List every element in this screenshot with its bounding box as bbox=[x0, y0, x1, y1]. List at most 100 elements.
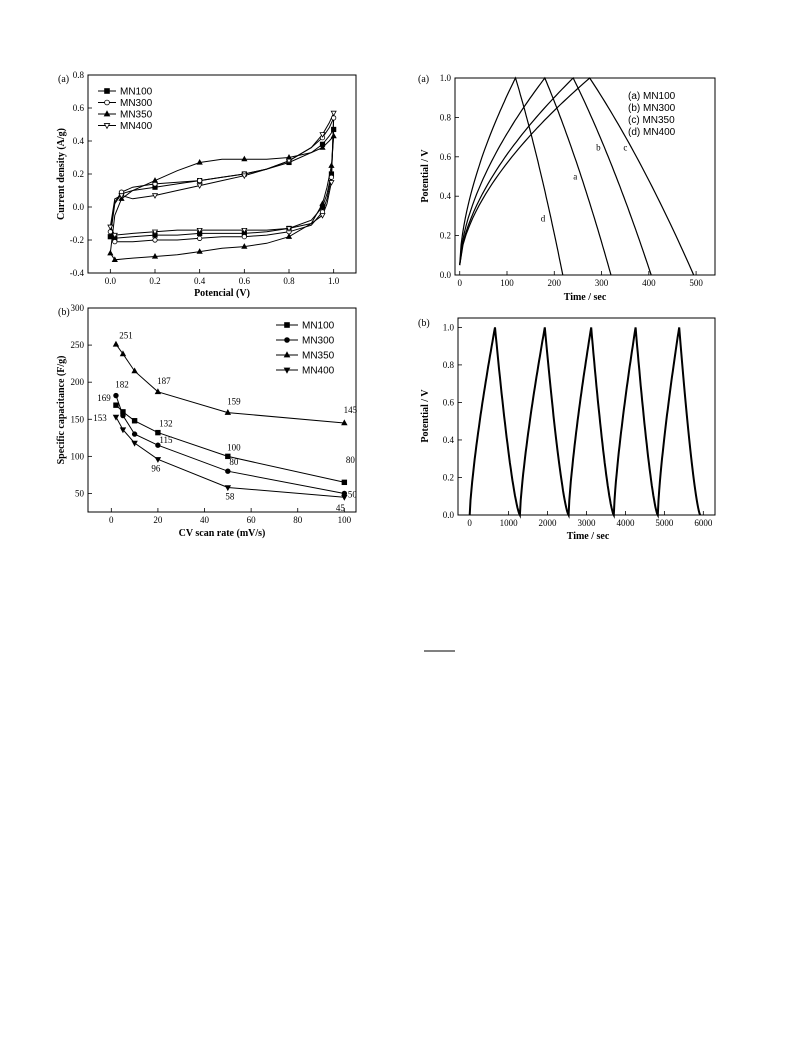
cv-point-mn350 bbox=[151, 253, 159, 259]
cycle-x-tick-label: 1000 bbox=[500, 518, 519, 528]
cap-data-label: 187 bbox=[157, 376, 171, 386]
cv-y-axis-label: Current density (A/g) bbox=[56, 128, 67, 220]
cv-point-mn400 bbox=[285, 158, 293, 165]
cv-y-tick-label: 0.8 bbox=[73, 70, 85, 80]
cap-data-label: 132 bbox=[159, 419, 173, 429]
cv-point-mn300 bbox=[328, 174, 335, 180]
cv-point-mn350 bbox=[241, 243, 248, 249]
cap-x-tick-label: 40 bbox=[200, 515, 210, 525]
cap-y-tick-label: 200 bbox=[71, 377, 85, 387]
cv-legend-entry: MN100 bbox=[120, 87, 153, 98]
cap-point-mn400 bbox=[154, 457, 162, 463]
cv-x-axis-label: Potencial (V) bbox=[194, 288, 250, 299]
cv-chart: (a) 0.0 0.2 0.4 0.6 0.8 1.0-0.4-0.20.00.20.40… bbox=[56, 70, 357, 299]
cycle-x-tick-label: 3000 bbox=[578, 518, 597, 528]
cap-panel-label: (b) bbox=[58, 307, 70, 318]
cv-y-tick-label: 0.6 bbox=[73, 103, 85, 113]
cv-point-mn400 bbox=[241, 173, 248, 180]
gcd-curve-labels: a b c d bbox=[541, 142, 628, 223]
cap-legend-entry: MN400 bbox=[302, 366, 335, 377]
cap-x-tick-label: 80 bbox=[293, 515, 303, 525]
gcd-y-tick-label: 0.4 bbox=[440, 191, 452, 201]
cv-series-lines bbox=[109, 112, 335, 261]
cap-ticks: 0 20 40 60 80 100 50 100 150 200 250 300 bbox=[71, 303, 352, 525]
cap-markers bbox=[112, 340, 348, 501]
cap-data-label: 96 bbox=[151, 463, 161, 473]
gcd-x-tick-label: 300 bbox=[595, 278, 609, 288]
cv-y-tick-label: -0.4 bbox=[70, 268, 85, 278]
cv-legend-marker bbox=[103, 123, 111, 130]
cv-point-mn350 bbox=[319, 144, 326, 150]
cap-point-mn400 bbox=[341, 494, 348, 501]
cycle-x-tick-label: 4000 bbox=[616, 518, 635, 528]
gcd-legend-entry: (a) MN100 bbox=[628, 91, 676, 102]
cv-panel-label: (a) bbox=[58, 74, 69, 85]
cap-x-tick-label: 20 bbox=[153, 515, 163, 525]
gcd-y-tick-label: 1.0 bbox=[440, 73, 452, 83]
cap-point-mn300 bbox=[155, 442, 161, 448]
cv-y-tick-label: 0.0 bbox=[73, 202, 85, 212]
cap-point-mn300 bbox=[131, 431, 138, 437]
cap-point-mn100 bbox=[131, 418, 138, 424]
cv-x-tick-label: 0.6 bbox=[239, 276, 251, 286]
cycle-y-tick-label: 0.2 bbox=[443, 472, 454, 482]
cv-point-mn300 bbox=[197, 235, 203, 241]
cap-x-tick-label: 0 bbox=[109, 515, 114, 525]
cv-point-mn400 bbox=[151, 193, 159, 199]
cap-legend-marker bbox=[283, 351, 291, 358]
gcd-x-tick-label: 200 bbox=[548, 278, 562, 288]
gcd-x-tick-label: 100 bbox=[500, 278, 514, 288]
cv-point-mn350 bbox=[107, 249, 114, 256]
cap-data-labels: 251 182 169 153 187 132 115 96 159 100 80 58 145 80 50… bbox=[93, 330, 357, 513]
cap-legend-marker bbox=[283, 367, 291, 374]
cv-point-mn350 bbox=[196, 158, 203, 165]
cap-y-axis-label: Specific capacitance (F/g) bbox=[56, 356, 67, 465]
cap-point-mn300 bbox=[120, 412, 126, 419]
cycle-ticks: 0 1000 2000 3000 4000 5000 6000 0.0 0.2 0.4 0.6 0.8… bbox=[443, 322, 713, 528]
cap-data-label: 80 bbox=[229, 457, 239, 467]
cap-data-label: 80 bbox=[346, 455, 356, 465]
cap-y-tick-label: 150 bbox=[71, 414, 85, 424]
cv-point-mn400 bbox=[118, 193, 125, 199]
cycle-y-tick-label: 0.4 bbox=[443, 435, 455, 445]
cycle-x-axis-label: Time / sec bbox=[567, 531, 610, 542]
cap-y-tick-label: 300 bbox=[71, 303, 85, 313]
gcd-series-line-mn400 bbox=[459, 76, 564, 276]
cap-point-mn300 bbox=[225, 468, 231, 474]
cv-point-mn300 bbox=[112, 239, 118, 245]
cv-legend-entry: MN400 bbox=[120, 121, 153, 132]
cap-plot-frame bbox=[87, 307, 357, 513]
gcd-x-tick-label: 0 bbox=[457, 278, 462, 288]
cv-point-mn400 bbox=[285, 226, 293, 232]
cv-legend-marker bbox=[103, 110, 111, 117]
gcd-series-line-mn350 bbox=[459, 77, 695, 276]
cycle-x-tick-label: 0 bbox=[467, 518, 472, 528]
cap-point-mn300 bbox=[113, 392, 119, 399]
cap-point-mn100 bbox=[155, 429, 161, 436]
gcd-curve-label: c bbox=[623, 142, 627, 152]
cv-ticks: 0.0 0.2 0.4 0.6 0.8 1.0 -0.4 -0.2 0.0 0.2 0.4 0.6 0.… bbox=[70, 70, 340, 286]
cap-point-mn350 bbox=[224, 409, 232, 415]
cycle-series-lines bbox=[468, 327, 702, 519]
gcd-curve-label: d bbox=[541, 213, 546, 223]
cv-point-mn350 bbox=[319, 200, 326, 206]
gcd-legend-entry: (c) MN350 bbox=[628, 115, 675, 126]
cap-y-tick-label: 250 bbox=[71, 340, 85, 350]
cycle-y-tick-label: 0.8 bbox=[443, 360, 455, 370]
cap-point-mn100 bbox=[225, 453, 231, 460]
cv-point-mn100 bbox=[331, 126, 337, 133]
gcd-y-tick-label: 0.2 bbox=[440, 231, 451, 241]
cycling-chart: (b) 0 1000 2000 3000 4000 5000 6000 0.0 0.2 0.4 0.… bbox=[418, 317, 716, 542]
cap-point-mn350 bbox=[119, 350, 127, 357]
gcd-series-lines bbox=[459, 76, 695, 276]
gcd-series-line-mn300 bbox=[459, 76, 652, 276]
gcd-curve-label: b bbox=[596, 142, 601, 152]
gcd-legend-entry: (b) MN300 bbox=[628, 103, 676, 114]
cv-x-tick-label: 1.0 bbox=[328, 276, 340, 286]
cv-point-mn300 bbox=[241, 234, 247, 240]
cap-x-tick-label: 100 bbox=[338, 515, 352, 525]
cap-series-line-mn350 bbox=[115, 344, 345, 424]
cv-point-mn350 bbox=[241, 155, 248, 162]
cap-data-label: 115 bbox=[159, 435, 173, 445]
